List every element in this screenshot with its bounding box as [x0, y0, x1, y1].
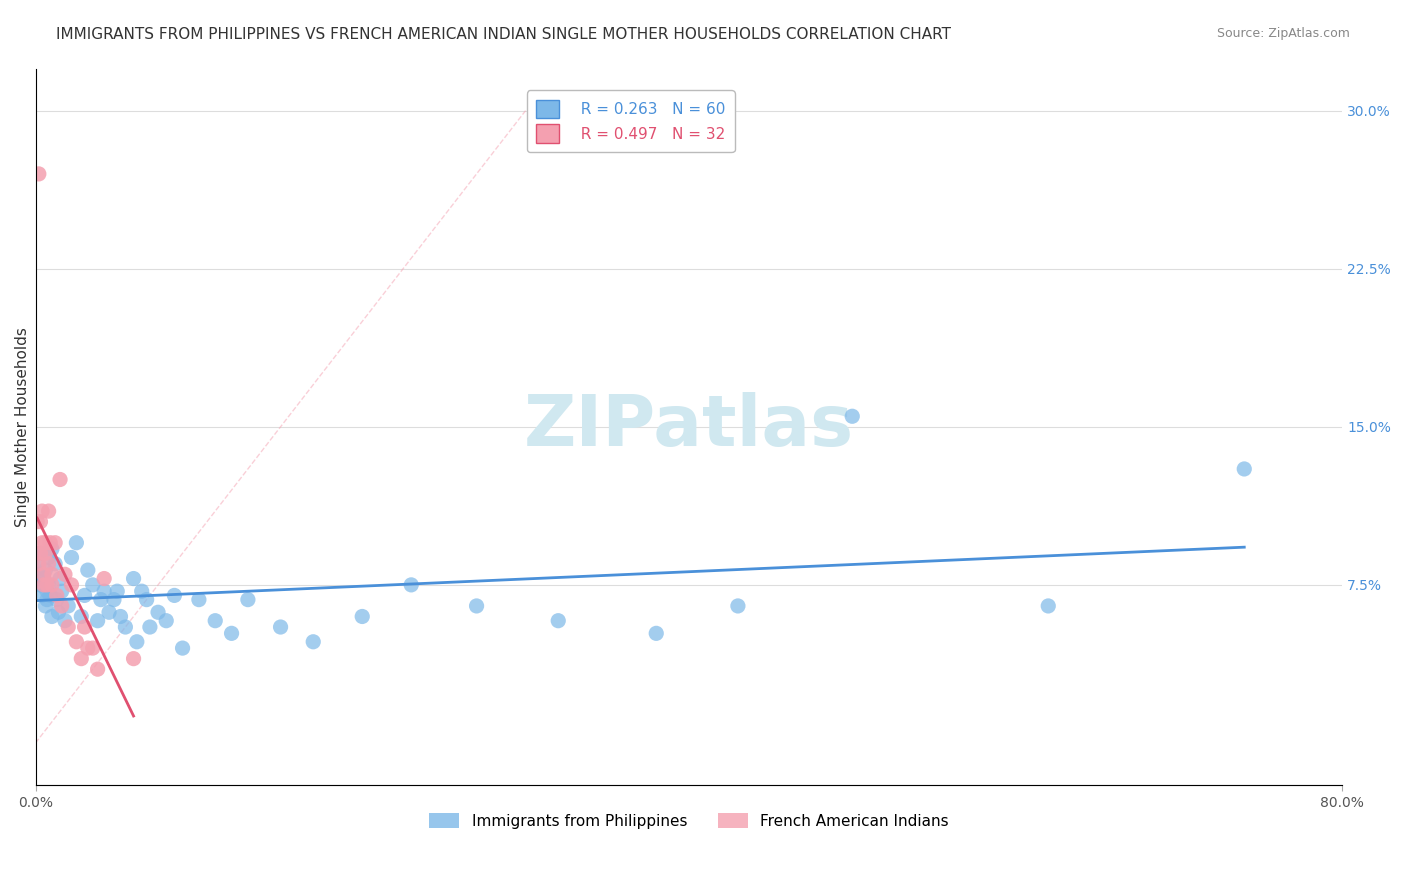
- Point: [547, 614, 569, 628]
- Point: [41, 609, 63, 624]
- Point: [45, 589, 67, 603]
- Point: [98, 605, 121, 619]
- Point: [38, 578, 60, 592]
- Point: [41, 567, 63, 582]
- Point: [70, 609, 93, 624]
- Point: [82, 578, 104, 592]
- Point: [28, 167, 51, 181]
- Point: [465, 599, 488, 613]
- Point: [70, 651, 93, 665]
- Point: [82, 641, 104, 656]
- Point: [90, 592, 112, 607]
- Point: [172, 641, 194, 656]
- Point: [51, 584, 73, 599]
- Point: [34, 535, 56, 549]
- Point: [44, 535, 66, 549]
- Point: [139, 620, 162, 634]
- Point: [31, 535, 53, 549]
- Point: [270, 620, 292, 634]
- Point: [31, 589, 53, 603]
- Point: [35, 578, 58, 592]
- Point: [45, 592, 67, 607]
- Point: [135, 592, 157, 607]
- Text: IMMIGRANTS FROM PHILIPPINES VS FRENCH AMERICAN INDIAN SINGLE MOTHER HOUSEHOLDS C: IMMIGRANTS FROM PHILIPPINES VS FRENCH AM…: [56, 27, 952, 42]
- Point: [30, 578, 52, 592]
- Point: [30, 546, 52, 560]
- Point: [302, 634, 325, 648]
- Point: [93, 572, 115, 586]
- Point: [28, 567, 51, 582]
- Point: [236, 592, 259, 607]
- Point: [105, 584, 128, 599]
- Point: [114, 620, 136, 634]
- Point: [727, 599, 749, 613]
- Point: [49, 473, 72, 487]
- Point: [204, 614, 226, 628]
- Point: [645, 626, 668, 640]
- Point: [399, 578, 422, 592]
- Point: [146, 605, 169, 619]
- Point: [73, 589, 96, 603]
- Point: [155, 614, 177, 628]
- Point: [58, 599, 80, 613]
- Point: [76, 563, 98, 577]
- Point: [110, 609, 132, 624]
- Point: [31, 504, 53, 518]
- Point: [38, 504, 60, 518]
- Point: [76, 641, 98, 656]
- Point: [122, 651, 145, 665]
- Legend: Immigrants from Philippines, French American Indians: Immigrants from Philippines, French Amer…: [423, 806, 955, 835]
- Point: [73, 620, 96, 634]
- Point: [1038, 599, 1060, 613]
- Point: [1233, 462, 1256, 476]
- Point: [32, 567, 55, 582]
- Text: Source: ZipAtlas.com: Source: ZipAtlas.com: [1216, 27, 1350, 40]
- Point: [221, 626, 243, 640]
- Point: [38, 550, 60, 565]
- Point: [34, 563, 56, 577]
- Point: [25, 557, 48, 571]
- Point: [125, 634, 148, 648]
- Point: [25, 515, 48, 529]
- Y-axis label: Single Mother Households: Single Mother Households: [15, 326, 30, 527]
- Point: [38, 557, 60, 571]
- Point: [30, 515, 52, 529]
- Point: [39, 535, 62, 549]
- Point: [53, 567, 76, 582]
- Point: [352, 609, 374, 624]
- Point: [48, 605, 70, 619]
- Point: [65, 634, 87, 648]
- Point: [187, 592, 209, 607]
- Point: [41, 542, 63, 557]
- Point: [131, 584, 153, 599]
- Point: [34, 546, 56, 560]
- Point: [122, 572, 145, 586]
- Point: [53, 614, 76, 628]
- Point: [51, 599, 73, 613]
- Point: [163, 589, 186, 603]
- Point: [103, 592, 125, 607]
- Point: [32, 578, 55, 592]
- Point: [44, 557, 66, 571]
- Point: [30, 546, 52, 560]
- Point: [35, 584, 58, 599]
- Point: [65, 535, 87, 549]
- Point: [41, 578, 63, 592]
- Point: [49, 572, 72, 586]
- Point: [32, 572, 55, 586]
- Text: ZIPatlas: ZIPatlas: [524, 392, 853, 461]
- Point: [93, 584, 115, 599]
- Point: [86, 662, 108, 676]
- Point: [35, 592, 58, 607]
- Point: [841, 409, 863, 424]
- Point: [39, 589, 62, 603]
- Point: [60, 550, 83, 565]
- Point: [86, 614, 108, 628]
- Point: [60, 578, 83, 592]
- Point: [28, 557, 51, 571]
- Point: [34, 599, 56, 613]
- Point: [58, 620, 80, 634]
